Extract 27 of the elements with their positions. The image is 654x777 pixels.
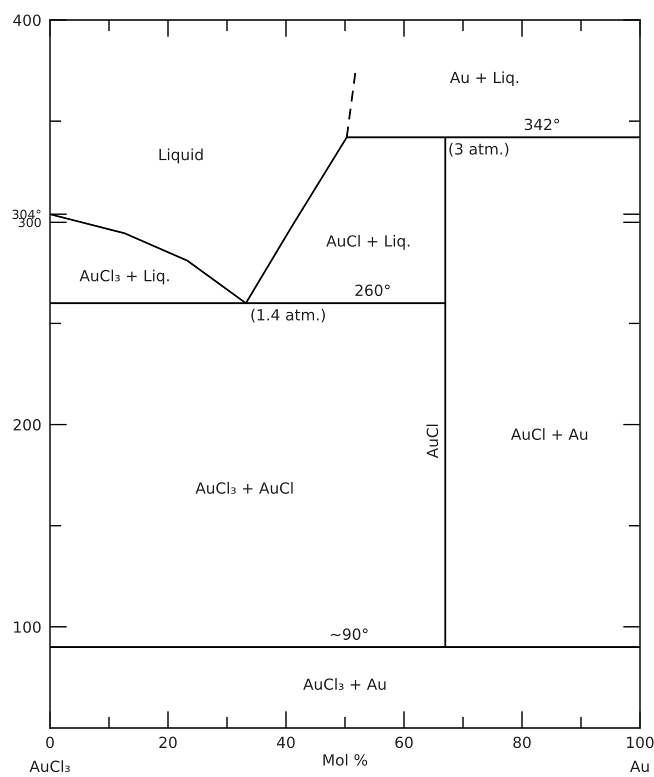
y-tick-label: 300 <box>18 218 41 228</box>
annotation: ~90° <box>330 628 368 640</box>
x-axis-title: Mol % <box>323 754 368 766</box>
text: Au <box>630 760 649 772</box>
y-tick-label: 400 <box>13 14 41 26</box>
x-tick-label: 40 <box>277 736 295 748</box>
annotation: AuCl₃ + AuCl <box>195 482 293 494</box>
annotation: AuCl + Liq. <box>326 234 410 250</box>
y-tick-label: 304° <box>12 210 40 220</box>
annotation: 260° <box>355 284 390 296</box>
y-tick-label: 200 <box>14 419 41 431</box>
y-tick-label: 100 <box>14 621 41 633</box>
annotation: 342° <box>524 118 560 130</box>
text: AuCl₃ <box>30 760 70 772</box>
annotation: AuCl₃ + Liq. <box>80 270 169 284</box>
annotation: (1.4 atm.) <box>251 308 325 322</box>
x-tick-label: 60 <box>395 736 413 748</box>
x-tick-label: 20 <box>159 736 177 748</box>
annotation: (3 atm.) <box>449 142 508 157</box>
annotation: Liquid <box>159 148 203 164</box>
annotation: Au + Liq. <box>450 71 518 86</box>
x-tick-label: 80 <box>513 736 531 748</box>
annotation: AuCl₃ + Au <box>303 678 386 690</box>
x-tick-label: 100 <box>627 736 654 748</box>
annotation: AuCl + Au <box>511 428 588 440</box>
annotation: AuCl <box>426 424 438 458</box>
x-tick-label: 0 <box>46 736 54 748</box>
